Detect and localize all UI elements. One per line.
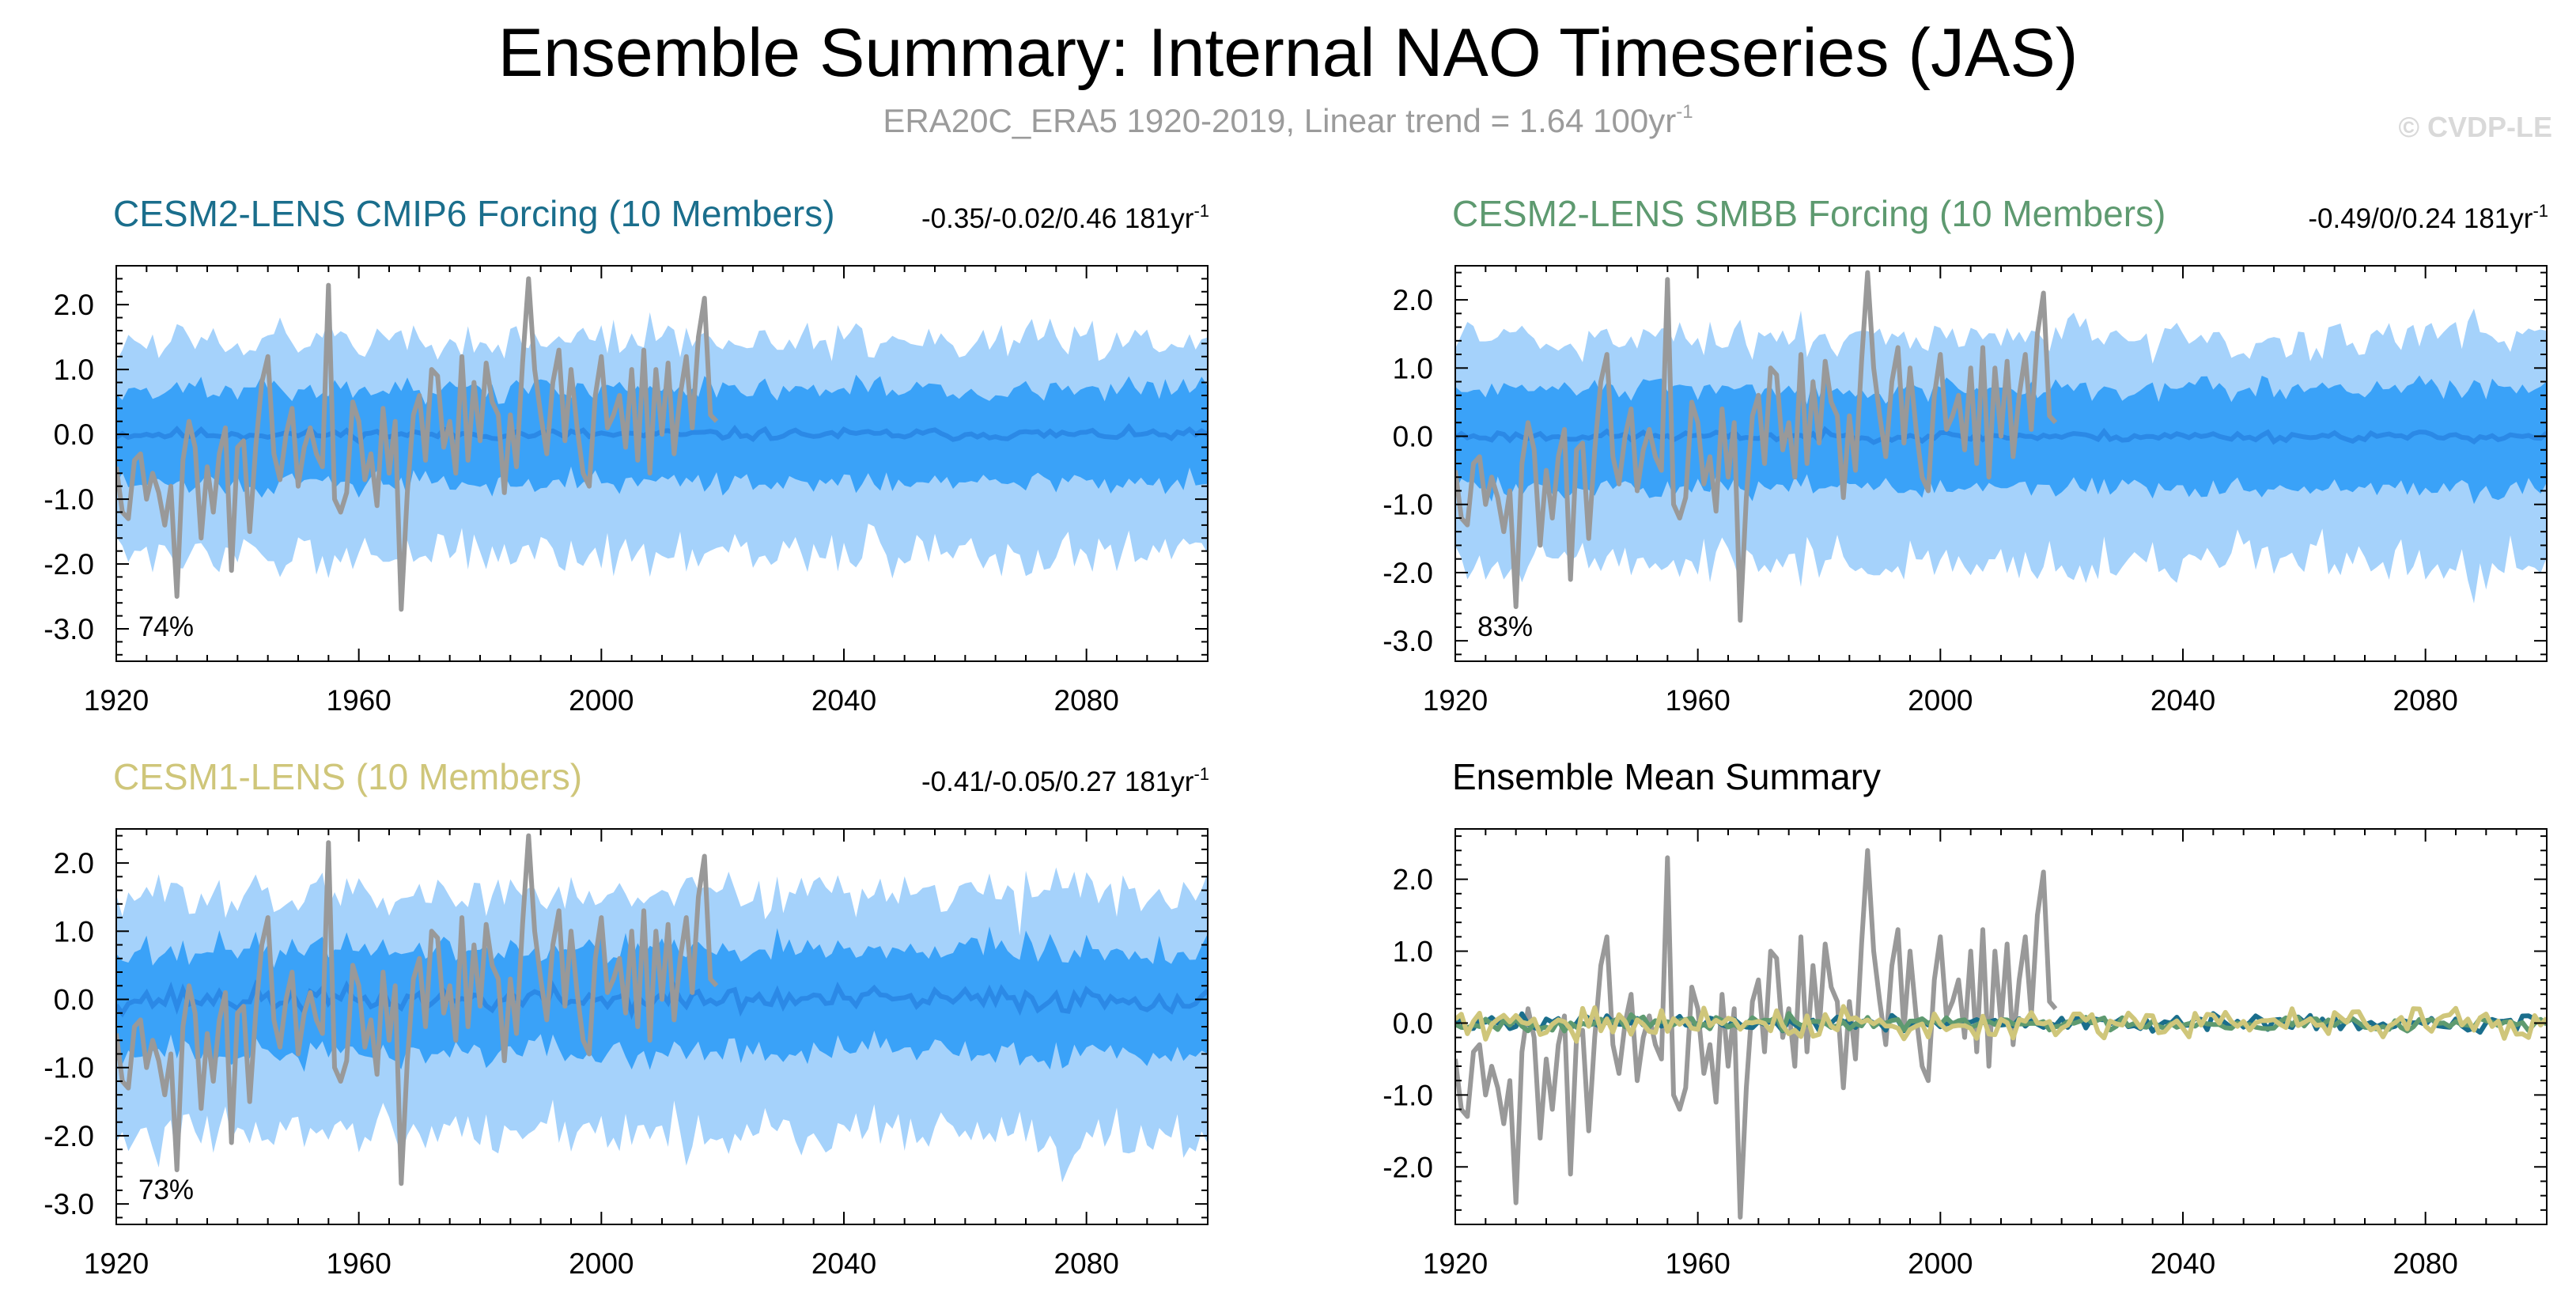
trend-label: -0.49/0/0.24 181yr-1 [2308,201,2548,234]
y-tick-label: -1.0 [44,1052,94,1084]
panel-title: Ensemble Mean Summary [1452,756,1881,797]
percent-label: 74% [138,611,194,642]
trend-label-sup: -1 [1193,764,1209,784]
observed-line [116,833,719,1186]
trend-label: -0.35/-0.02/0.46 181yr-1 [921,201,1209,234]
trend-label-sup: -1 [2532,201,2548,221]
x-tick-label: 2040 [2150,684,2215,717]
x-tick-label: 2000 [1908,1247,1973,1280]
percent-label: 83% [1477,611,1533,642]
observed-line [1455,848,2058,1220]
x-tick-label: 2080 [2393,1247,2458,1280]
x-tick-label: 2000 [569,684,634,717]
x-tick-label: 2000 [569,1247,634,1280]
y-tick-label: 2.0 [1393,864,1433,896]
x-tick-label: 2000 [1908,684,1973,717]
y-tick-label: 1.0 [54,354,94,386]
x-tick-label: 1960 [327,1247,392,1280]
y-tick-label: -2.0 [1383,557,1433,589]
y-tick-label: -2.0 [44,1120,94,1152]
y-tick-label: 0.0 [1393,1007,1433,1039]
panel-title: CESM2-LENS CMIP6 Forcing (10 Members) [113,193,835,234]
y-tick-label: -1.0 [1383,489,1433,521]
y-tick-label: 2.0 [1393,284,1433,316]
subtitle: ERA20C_ERA5 1920-2019, Linear trend = 1.… [0,101,2576,140]
x-tick-label: 2080 [1054,1247,1119,1280]
panel-4: 1920 1960 2000 2040 2080 2.0 1.0 0.0 -1.0 -2.0 Ens… [1383,756,2548,1280]
trend-label-sup: -1 [1193,201,1209,221]
x-tick-label: 2080 [2393,684,2458,717]
trend-label-text: -0.35/-0.02/0.46 181yr [921,203,1194,234]
y-tick-label: -3.0 [44,613,94,645]
panel-plot-area [116,833,1208,1186]
subtitle-sup: -1 [1676,101,1693,123]
x-tick-label: 1960 [1666,684,1731,717]
trend-label-text: -0.49/0/0.24 181yr [2308,203,2532,234]
x-tick-label: 2040 [811,684,876,717]
panel-plot-area [1455,848,2547,1220]
percent-label: 73% [138,1175,194,1205]
trend-label: -0.41/-0.05/0.27 181yr-1 [921,764,1209,797]
y-tick-label: 2.0 [54,289,94,321]
y-tick-label: -2.0 [1383,1151,1433,1183]
y-tick-label: -3.0 [1383,625,1433,657]
y-tick-label: -3.0 [44,1188,94,1220]
panel-1: 1920 1960 2000 2040 2080 2.0 1.0 0.0 -1.0 -2.0 -3.… [44,193,1209,717]
x-tick-label: 1920 [1423,1247,1488,1280]
page-title: Ensemble Summary: Internal NAO Timeserie… [497,15,2079,91]
x-tick-label: 1920 [84,684,149,717]
y-tick-label: 2.0 [54,847,94,880]
observed-line [116,276,719,612]
panel-title: CESM2-LENS SMBB Forcing (10 Members) [1452,193,2166,234]
x-tick-label: 2040 [811,1247,876,1280]
subtitle-text: ERA20C_ERA5 1920-2019, Linear trend = 1.… [883,102,1677,139]
x-tick-label: 2040 [2150,1247,2215,1280]
trend-label-text: -0.41/-0.05/0.27 181yr [921,766,1194,797]
y-tick-label: 1.0 [1393,352,1433,384]
credit-watermark: © CVDP-LE [2398,111,2552,143]
x-tick-label: 1960 [327,684,392,717]
y-tick-label: 1.0 [1393,936,1433,968]
y-tick-label: 1.0 [54,915,94,948]
panel-plot-area [1455,270,2547,623]
ensemble-mean-line-3 [1455,1004,2547,1044]
x-tick-label: 1960 [1666,1247,1731,1280]
y-tick-label: 0.0 [1393,421,1433,453]
panel-plot-area [116,276,1208,612]
y-tick-label: -2.0 [44,548,94,581]
panel-3: 1920 1960 2000 2040 2080 2.0 1.0 0.0 -1.0 -2.0 -3.… [44,756,1209,1280]
y-tick-label: 0.0 [54,984,94,1016]
observed-line [1455,270,2058,623]
panel-2: 1920 1960 2000 2040 2080 2.0 1.0 0.0 -1.0 -2.0 -3.… [1383,193,2548,717]
y-tick-label: -1.0 [44,483,94,516]
y-tick-label: -1.0 [1383,1079,1433,1111]
x-tick-label: 2080 [1054,684,1119,717]
x-tick-label: 1920 [84,1247,149,1280]
y-tick-label: 0.0 [54,418,94,451]
panel-title: CESM1-LENS (10 Members) [113,756,582,797]
x-tick-label: 1920 [1423,684,1488,717]
